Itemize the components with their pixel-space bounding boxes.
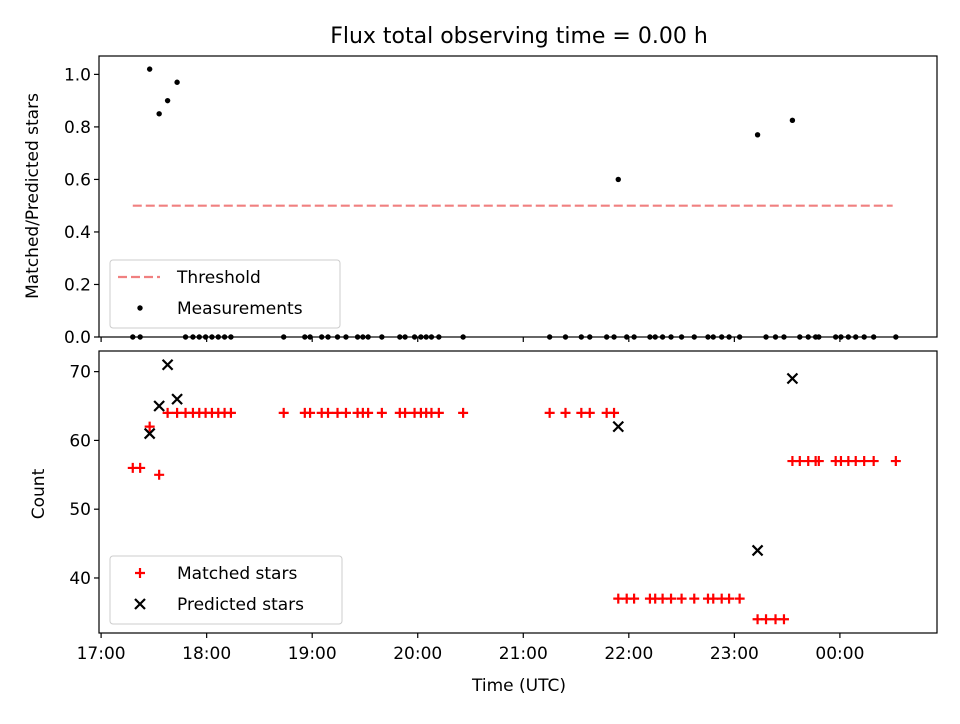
- legend: Matched stars Predicted stars: [109, 555, 343, 625]
- matched-star-marker: [433, 407, 444, 418]
- matched-star-marker: [868, 456, 879, 467]
- legend-box: [109, 555, 343, 625]
- matched-star-marker: [724, 593, 735, 604]
- legend-label: Matched stars: [177, 564, 297, 584]
- matched-star-marker: [613, 593, 624, 604]
- matched-star-marker: [666, 593, 677, 604]
- measurement-point: [156, 111, 162, 117]
- matched-star-marker: [340, 407, 351, 418]
- matched-star-marker: [890, 456, 901, 467]
- matched-star-marker: [305, 407, 316, 418]
- x-axis-label: Time (UTC): [471, 676, 566, 696]
- y-tick-label: 70: [69, 363, 91, 383]
- matched-star-marker: [752, 614, 763, 625]
- matched-star-marker: [629, 593, 640, 604]
- matched-star-marker: [576, 407, 587, 418]
- measurement-point: [164, 97, 171, 104]
- matched-star-marker: [676, 593, 687, 604]
- y-tick-label: 40: [69, 569, 91, 589]
- matched-star-marker: [609, 407, 620, 418]
- matched-star-marker: [135, 462, 146, 473]
- predicted-star-marker: [612, 420, 625, 433]
- y-tick-label: 1.0: [64, 65, 91, 85]
- legend-label: Measurements: [177, 299, 303, 319]
- matched-star-marker: [850, 456, 861, 467]
- y-tick-label: 0.2: [64, 275, 91, 295]
- matched-star-marker: [323, 407, 334, 418]
- matched-star-marker: [400, 407, 411, 418]
- x-tick-label: 21:00: [499, 644, 548, 664]
- x-tick-label: 23:00: [710, 644, 759, 664]
- matched-star-marker: [794, 456, 805, 467]
- measurement-point: [615, 176, 621, 183]
- matched-star-marker: [778, 614, 789, 625]
- matched-star-marker: [584, 407, 595, 418]
- count-panel: Count Time (UTC) 40 50 60 70 17:00 18:00 19:00…: [29, 350, 938, 696]
- matched-star-marker: [363, 407, 374, 418]
- ratio-panel: Matched/Predicted stars 0.0 0.2 0.4 0.6 0.8 1…: [23, 55, 938, 348]
- series-predicted-stars: [143, 358, 799, 557]
- matched-star-marker: [278, 407, 289, 418]
- matched-star-marker: [560, 407, 571, 418]
- series-matched-stars: [127, 407, 901, 625]
- matched-star-marker: [689, 593, 700, 604]
- measurement-point: [146, 66, 153, 72]
- legend-measurement-swatch: [137, 305, 143, 311]
- matched-star-marker: [859, 456, 870, 467]
- matched-star-marker: [708, 593, 719, 604]
- predicted-star-marker: [786, 372, 799, 385]
- matched-star-marker: [144, 421, 155, 432]
- predicted-star-marker: [751, 544, 764, 557]
- matched-star-marker: [813, 456, 824, 467]
- matched-star-marker: [154, 469, 165, 480]
- x-tick-label: 18:00: [182, 644, 231, 664]
- x-tick-label: 00:00: [815, 644, 864, 664]
- matched-star-marker: [657, 593, 668, 604]
- count-y-axis-label: Count: [29, 468, 49, 519]
- x-tick-label: 19:00: [288, 644, 337, 664]
- legend-predicted-swatch: [134, 598, 146, 610]
- matched-star-marker: [225, 407, 236, 418]
- legend-label: Predicted stars: [177, 595, 304, 615]
- legend: Threshold Measurements: [109, 259, 341, 329]
- predicted-star-marker: [171, 393, 183, 405]
- legend-label: Threshold: [176, 268, 261, 288]
- y-tick-label: 0.0: [64, 328, 91, 348]
- y-tick-label: 60: [69, 431, 91, 451]
- measurement-point: [789, 117, 796, 124]
- predicted-star-marker: [143, 427, 156, 440]
- predicted-star-marker: [153, 400, 165, 412]
- matched-star-marker: [544, 407, 555, 418]
- plot-frame: [98, 350, 938, 634]
- x-tick-label: 22:00: [604, 644, 653, 664]
- matched-star-marker: [761, 614, 772, 625]
- matched-star-marker: [162, 407, 173, 418]
- x-tick-label: 17:00: [77, 644, 126, 664]
- chart-title: Flux total observing time = 0.00 h: [330, 24, 708, 49]
- measurement-point: [754, 132, 761, 138]
- matched-star-marker: [172, 407, 183, 418]
- predicted-star-marker: [161, 358, 174, 371]
- matched-star-marker: [734, 593, 745, 604]
- y-tick-label: 0.6: [64, 170, 91, 190]
- matched-star-marker: [332, 407, 343, 418]
- ratio-y-axis-label: Matched/Predicted stars: [23, 93, 43, 299]
- y-tick-label: 0.4: [64, 223, 91, 243]
- measurement-point: [174, 79, 180, 85]
- matched-star-marker: [376, 407, 387, 418]
- matched-star-marker: [770, 614, 781, 625]
- y-tick-label: 50: [69, 500, 91, 520]
- plot-frame: [98, 55, 938, 338]
- x-tick-label: 20:00: [393, 644, 442, 664]
- y-tick-label: 0.8: [64, 118, 91, 138]
- matched-star-marker: [458, 407, 469, 418]
- legend-box: [109, 259, 341, 329]
- legend-matched-swatch: [135, 568, 145, 578]
